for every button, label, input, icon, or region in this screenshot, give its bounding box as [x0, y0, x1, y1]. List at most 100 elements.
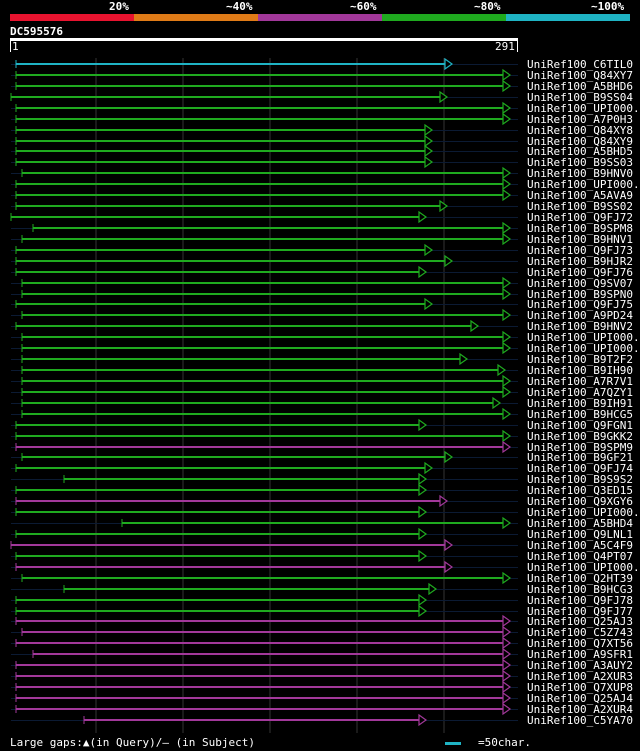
- hit-name[interactable]: UniRef100_A5BHD5: [527, 145, 633, 158]
- hit-name[interactable]: UniRef100_B9HJR2: [527, 255, 633, 268]
- hit-arrowhead: [502, 374, 512, 388]
- hit-name[interactable]: UniRef100_B9HCG3: [527, 583, 633, 596]
- hit-name[interactable]: UniRef100_B9SPM9: [527, 441, 633, 454]
- query-ruler-end-tick: [517, 38, 518, 52]
- query-start: 1: [12, 40, 19, 53]
- hit-arrowhead: [424, 297, 434, 311]
- hit-name[interactable]: UniRef100_A3AUY2: [527, 659, 633, 672]
- hit-name[interactable]: UniRef100_B9GKK2: [527, 430, 633, 443]
- hit-arrowhead: [502, 177, 512, 191]
- hit-arrowhead: [418, 549, 428, 563]
- hit-arrowhead: [502, 680, 512, 694]
- hit-arrowhead: [459, 352, 469, 366]
- hit-name[interactable]: UniRef100_B9IH91: [527, 397, 633, 410]
- hit-arrowhead: [502, 188, 512, 202]
- hit-arrowhead: [502, 625, 512, 639]
- hit-arrowhead: [424, 144, 434, 158]
- hit-name[interactable]: UniRef100_UPI000..: [527, 342, 640, 355]
- hit-name[interactable]: UniRef100_Q9LNL1: [527, 528, 633, 541]
- hit-name[interactable]: UniRef100_Q3ED15: [527, 484, 633, 497]
- hit-arrowhead: [502, 166, 512, 180]
- hit-name[interactable]: UniRef100_B9SPM8: [527, 222, 633, 235]
- hit-name[interactable]: UniRef100_C6TIL0: [527, 58, 633, 71]
- hit-name[interactable]: UniRef100_A5AVA9: [527, 189, 633, 202]
- hit-arrowhead: [492, 396, 502, 410]
- legend-color-segment: [506, 14, 630, 21]
- hit-name[interactable]: UniRef100_Q9FJ78: [527, 594, 633, 607]
- hit-name[interactable]: UniRef100_B9HNV0: [527, 167, 633, 180]
- legend-label: 20%: [109, 0, 129, 13]
- hit-arrowhead: [502, 429, 512, 443]
- hit-name[interactable]: UniRef100_Q9XGY6: [527, 495, 633, 508]
- hit-name[interactable]: UniRef100_UPI000..: [527, 561, 640, 574]
- hit-name[interactable]: UniRef100_Q25AJ3: [527, 615, 633, 628]
- hit-name[interactable]: UniRef100_Q9FJ73: [527, 244, 633, 257]
- hit-arrowhead: [444, 254, 454, 268]
- hit-name[interactable]: UniRef100_B9T2F2: [527, 353, 633, 366]
- hit-name[interactable]: UniRef100_B9S9S2: [527, 473, 633, 486]
- hit-name[interactable]: UniRef100_UPI000..: [527, 178, 640, 191]
- query-end: 291: [495, 40, 515, 53]
- hit-arrowhead: [470, 319, 480, 333]
- hit-name[interactable]: UniRef100_A5C4F9: [527, 539, 633, 552]
- hit-arrowhead: [502, 330, 512, 344]
- hit-name[interactable]: UniRef100_A5BHD6: [527, 80, 633, 93]
- hit-name[interactable]: UniRef100_Q9FJ72: [527, 211, 633, 224]
- hit-arrowhead: [502, 614, 512, 628]
- scale-bar: [445, 742, 461, 745]
- hit-arrowhead: [418, 505, 428, 519]
- hit-name[interactable]: UniRef100_B9SS02: [527, 200, 633, 213]
- legend-color-segment: [258, 14, 382, 21]
- hit-name[interactable]: UniRef100_A2XUR4: [527, 703, 633, 716]
- hit-arrowhead: [418, 604, 428, 618]
- hit-name[interactable]: UniRef100_B9GF21: [527, 451, 633, 464]
- hit-name[interactable]: UniRef100_Q25AJ4: [527, 692, 633, 705]
- hit-arrowhead: [424, 134, 434, 148]
- hit-arrowhead: [502, 276, 512, 290]
- legend-color-segment: [134, 14, 258, 21]
- legend-label: ~100%: [591, 0, 625, 13]
- hit-name[interactable]: UniRef100_B9SS04: [527, 91, 633, 104]
- hit-name[interactable]: UniRef100_UPI000..: [527, 102, 640, 115]
- hit-name[interactable]: UniRef100_UPI000..: [527, 506, 640, 519]
- hit-name[interactable]: UniRef100_C5YA70: [527, 714, 633, 727]
- hit-arrowhead: [502, 79, 512, 93]
- hit-name[interactable]: UniRef100_C5Z743: [527, 626, 633, 639]
- hit-arrowhead: [502, 658, 512, 672]
- hit-name[interactable]: UniRef100_A7QZY1: [527, 386, 633, 399]
- hit-name[interactable]: UniRef100_A9SFR1: [527, 648, 633, 661]
- hit-name[interactable]: UniRef100_A9PD24: [527, 309, 633, 322]
- hit-name[interactable]: UniRef100_Q9SV07: [527, 277, 633, 290]
- hit-name[interactable]: UniRef100_Q9FJ74: [527, 462, 633, 475]
- hit-name[interactable]: UniRef100_B9IH90: [527, 364, 633, 377]
- hit-name[interactable]: UniRef100_B9HCG5: [527, 408, 633, 421]
- hit-name[interactable]: UniRef100_Q84XY9: [527, 135, 633, 148]
- hit-name[interactable]: UniRef100_Q7XT56: [527, 637, 633, 650]
- hit-arrowhead: [418, 713, 428, 727]
- hit-name[interactable]: UniRef100_Q9FJ75: [527, 298, 633, 311]
- hit-name[interactable]: UniRef100_Q7XUP8: [527, 681, 633, 694]
- hit-name[interactable]: UniRef100_Q2HT39: [527, 572, 633, 585]
- query-ruler-start-tick: [10, 38, 11, 52]
- hit-name[interactable]: UniRef100_B9HNV2: [527, 320, 633, 333]
- hit-name[interactable]: UniRef100_A7R7V1: [527, 375, 633, 388]
- hit-arrowhead: [424, 243, 434, 257]
- hit-name[interactable]: UniRef100_Q9FJ77: [527, 605, 633, 618]
- hit-name[interactable]: UniRef100_A5BHD4: [527, 517, 633, 530]
- hit-name[interactable]: UniRef100_Q84XY8: [527, 124, 633, 137]
- hit-name[interactable]: UniRef100_B9SPN0: [527, 288, 633, 301]
- hit-name[interactable]: UniRef100_B9HNV1: [527, 233, 633, 246]
- query-ruler: [10, 38, 518, 41]
- hit-name[interactable]: UniRef100_Q84XY7: [527, 69, 633, 82]
- hit-name[interactable]: UniRef100_Q9FJ76: [527, 266, 633, 279]
- legend-label: ~60%: [350, 0, 377, 13]
- hit-name[interactable]: UniRef100_A2XUR3: [527, 670, 633, 683]
- hit-name[interactable]: UniRef100_Q9FGN1: [527, 419, 633, 432]
- hit-name[interactable]: UniRef100_UPI000..: [527, 331, 640, 344]
- hit-arrowhead: [502, 101, 512, 115]
- alignment-hits: [10, 57, 518, 733]
- hit-name[interactable]: UniRef100_Q4PT07: [527, 550, 633, 563]
- hit-name[interactable]: UniRef100_A7P0H3: [527, 113, 633, 126]
- hit-name[interactable]: UniRef100_B9SS03: [527, 156, 633, 169]
- hit-arrowhead: [418, 418, 428, 432]
